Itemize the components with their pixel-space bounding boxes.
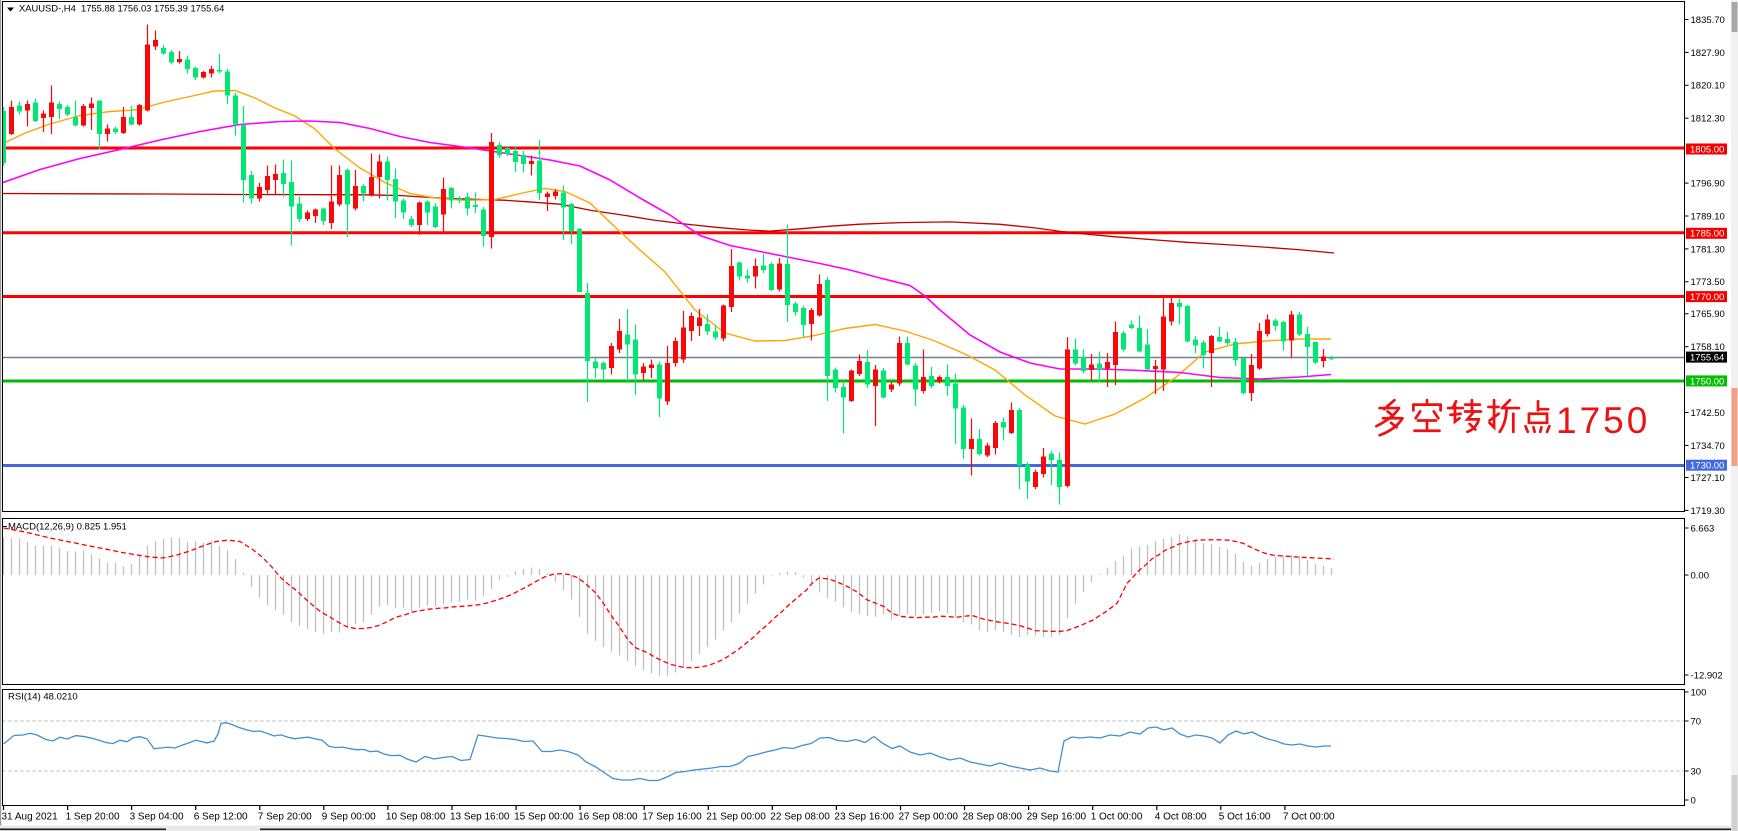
svg-text:7 Sep 20:00: 7 Sep 20:00	[258, 812, 312, 823]
svg-text:1805.00: 1805.00	[1690, 144, 1724, 155]
svg-text:17 Sep 16:00: 17 Sep 16:00	[642, 812, 702, 823]
svg-text:1734.70: 1734.70	[1691, 441, 1725, 452]
svg-text:-12.902: -12.902	[1691, 670, 1723, 681]
svg-text:RSI(14) 48.0210: RSI(14) 48.0210	[8, 692, 78, 703]
svg-text:100: 100	[1691, 687, 1707, 698]
svg-text:1827.90: 1827.90	[1691, 48, 1725, 59]
svg-text:1758.10: 1758.10	[1691, 342, 1725, 353]
svg-text:1755.64: 1755.64	[1690, 353, 1724, 364]
svg-text:7 Oct 00:00: 7 Oct 00:00	[1283, 812, 1335, 823]
svg-text:1742.50: 1742.50	[1691, 408, 1725, 419]
svg-text:30: 30	[1691, 766, 1702, 777]
svg-text:5 Oct 16:00: 5 Oct 16:00	[1219, 812, 1271, 823]
svg-text:1750: 1750	[1556, 400, 1650, 441]
svg-text:23 Sep 16:00: 23 Sep 16:00	[834, 812, 894, 823]
svg-text:22 Sep 08:00: 22 Sep 08:00	[770, 812, 830, 823]
svg-text:10 Sep 08:00: 10 Sep 08:00	[386, 812, 446, 823]
svg-text:MACD(12,26,9) 0.825 1.951: MACD(12,26,9) 0.825 1.951	[8, 522, 127, 533]
svg-text:29 Sep 16:00: 29 Sep 16:00	[1027, 812, 1087, 823]
svg-text:1812.30: 1812.30	[1691, 114, 1725, 125]
svg-text:16 Sep 08:00: 16 Sep 08:00	[578, 812, 638, 823]
svg-text:1770.00: 1770.00	[1690, 292, 1724, 303]
svg-text:1 Sep 20:00: 1 Sep 20:00	[66, 812, 120, 823]
svg-text:1 Oct 00:00: 1 Oct 00:00	[1091, 812, 1143, 823]
svg-text:21 Sep 00:00: 21 Sep 00:00	[706, 812, 766, 823]
svg-text:1750.00: 1750.00	[1690, 376, 1724, 387]
svg-text:6.663: 6.663	[1691, 523, 1715, 534]
svg-text:4 Oct 08:00: 4 Oct 08:00	[1155, 812, 1207, 823]
svg-text:1730.00: 1730.00	[1690, 461, 1724, 472]
svg-text:15 Sep 00:00: 15 Sep 00:00	[514, 812, 574, 823]
svg-text:1785.00: 1785.00	[1690, 229, 1724, 240]
svg-text:0: 0	[1691, 795, 1696, 806]
svg-text:XAUUSD-,H4 1755.88 1756.03 17: XAUUSD-,H4 1755.88 1756.03 1755.39 1755.…	[19, 3, 224, 14]
svg-text:1773.50: 1773.50	[1691, 277, 1725, 288]
svg-text:13 Sep 16:00: 13 Sep 16:00	[450, 812, 510, 823]
svg-text:1796.90: 1796.90	[1691, 179, 1725, 190]
svg-text:3 Sep 04:00: 3 Sep 04:00	[130, 812, 184, 823]
svg-text:31 Aug 2021: 31 Aug 2021	[2, 812, 59, 823]
svg-text:9 Sep 00:00: 9 Sep 00:00	[322, 812, 376, 823]
svg-text:27 Sep 00:00: 27 Sep 00:00	[899, 812, 959, 823]
svg-text:1719.30: 1719.30	[1691, 506, 1725, 517]
svg-text:6 Sep 12:00: 6 Sep 12:00	[194, 812, 248, 823]
svg-text:1765.90: 1765.90	[1691, 309, 1725, 320]
svg-text:1727.10: 1727.10	[1691, 473, 1725, 484]
svg-text:0.00: 0.00	[1691, 570, 1710, 581]
svg-text:1835.70: 1835.70	[1691, 15, 1725, 26]
svg-text:28 Sep 08:00: 28 Sep 08:00	[963, 812, 1023, 823]
svg-text:70: 70	[1691, 716, 1702, 727]
svg-text:1820.10: 1820.10	[1691, 81, 1725, 92]
svg-text:1781.30: 1781.30	[1691, 244, 1725, 255]
svg-text:1789.10: 1789.10	[1691, 211, 1725, 222]
